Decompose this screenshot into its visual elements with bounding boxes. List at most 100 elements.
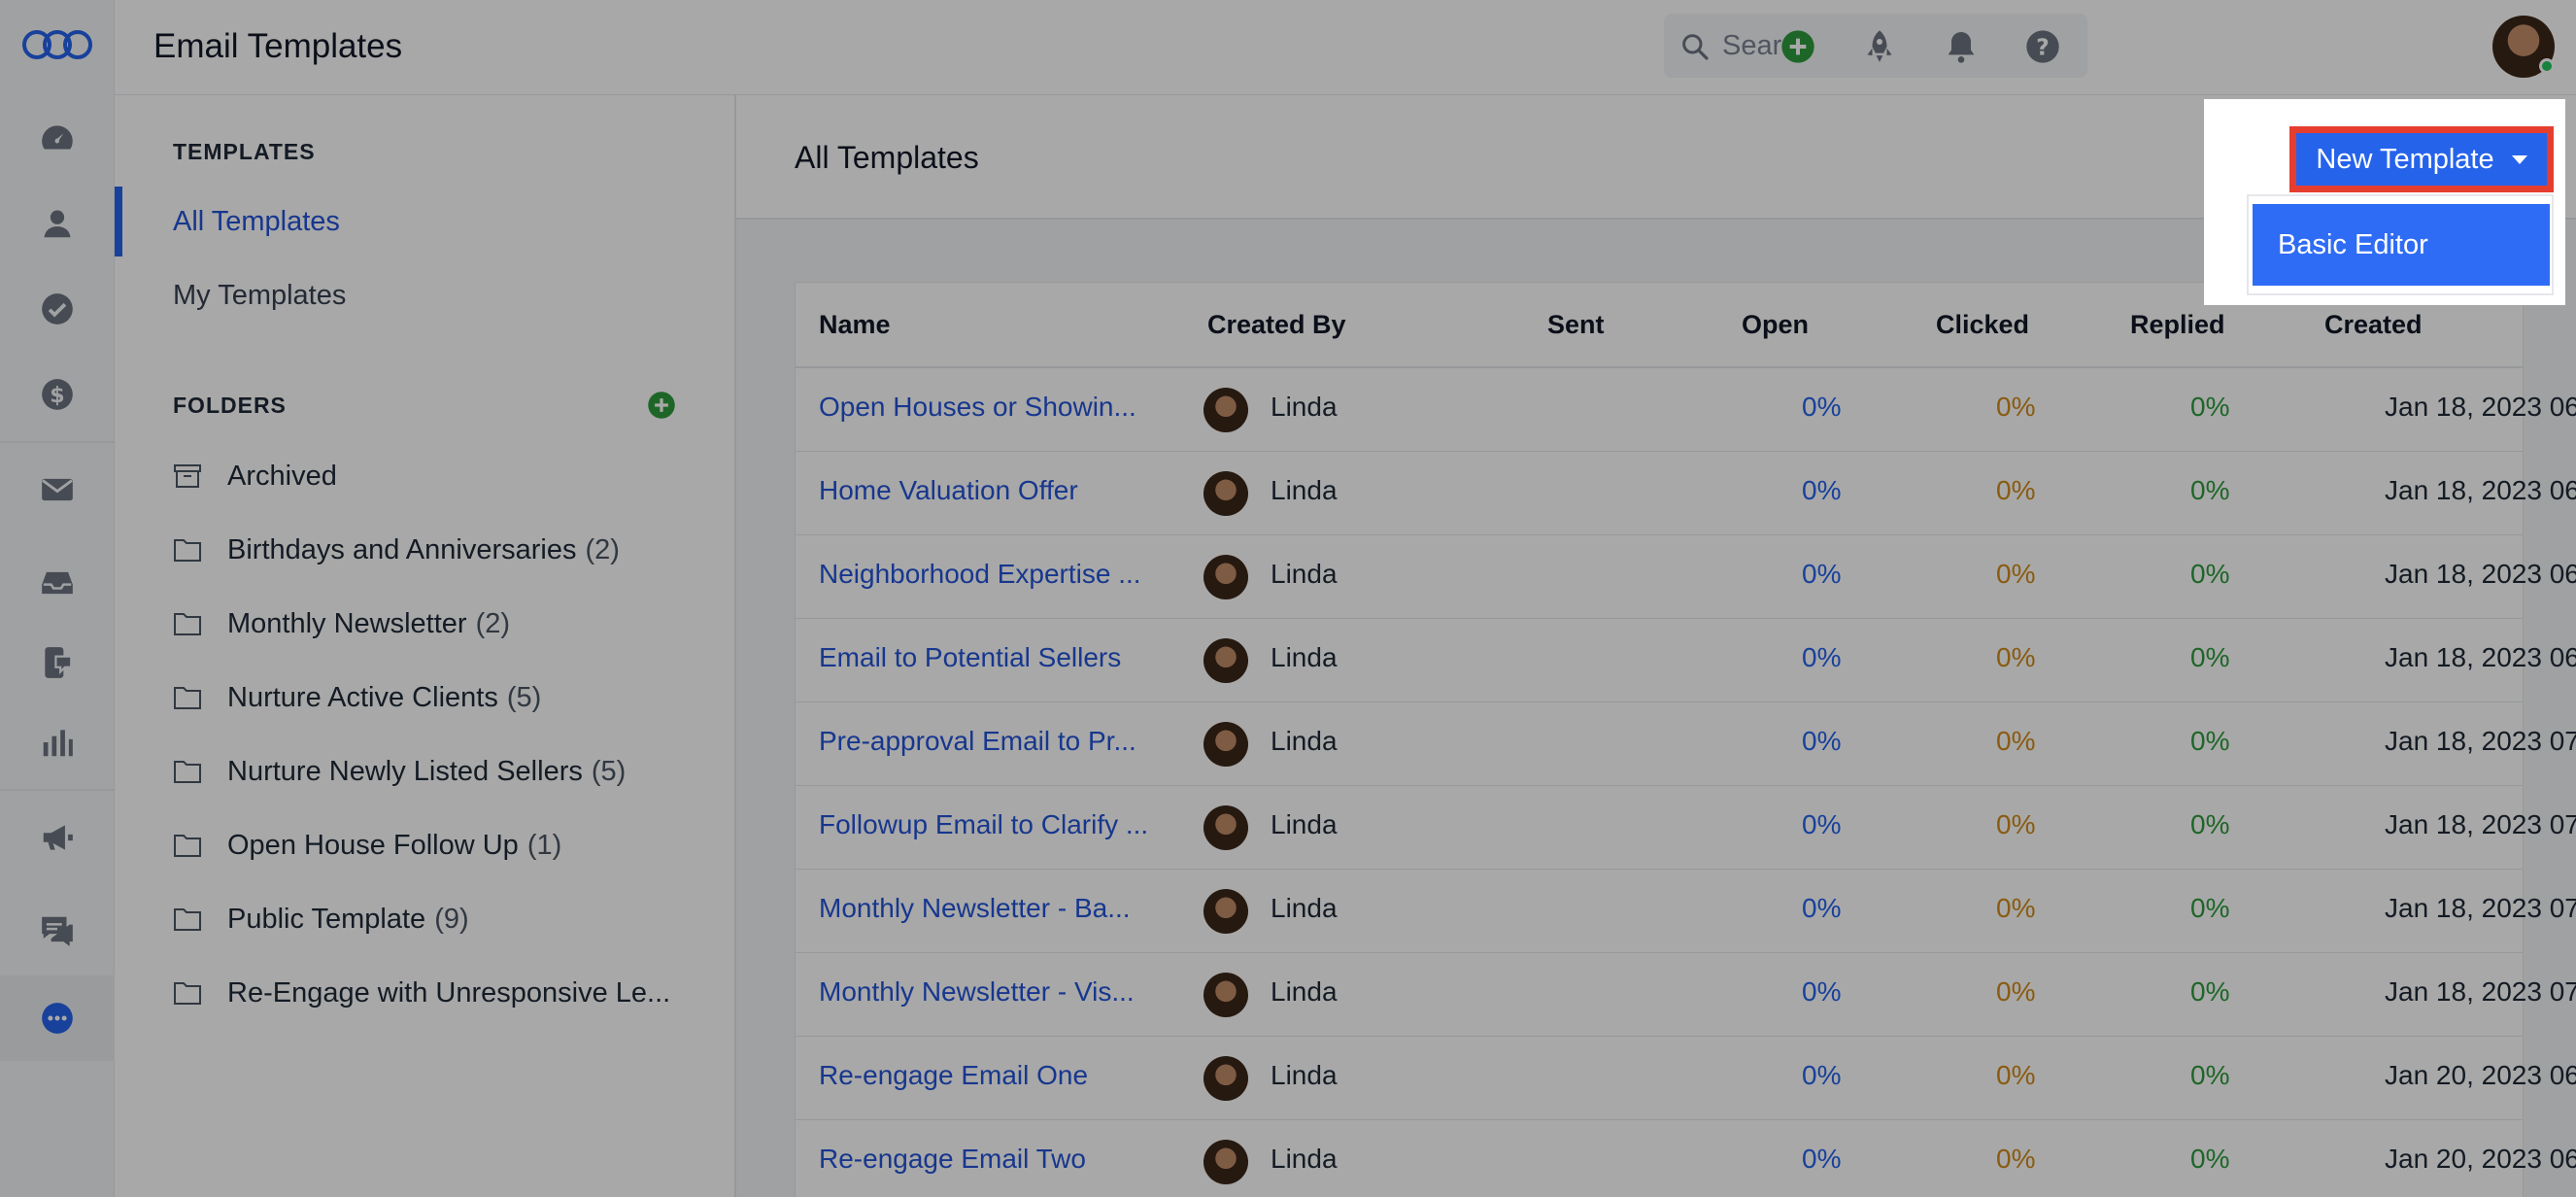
svg-text:$: $ — [50, 383, 64, 408]
folder-item[interactable]: Nurture Newly Listed Sellers (5) — [173, 752, 626, 791]
rail-contacts[interactable] — [0, 181, 115, 266]
template-name-link[interactable]: Email to Potential Sellers — [819, 642, 1122, 672]
created-by: Linda — [1271, 726, 1338, 756]
add-icon[interactable] — [1779, 27, 1817, 66]
folder-item[interactable]: Public Template (9) — [173, 900, 469, 939]
table-row[interactable]: Neighborhood Expertise ... Linda 0% 0% 0… — [796, 535, 2576, 619]
folder-icon — [174, 539, 201, 562]
nav-my-templates[interactable]: My Templates — [173, 280, 347, 311]
rail-more[interactable] — [0, 975, 115, 1061]
avatar — [1203, 555, 1248, 599]
folder-item[interactable]: Monthly Newsletter (2) — [173, 604, 510, 643]
phone-chat-icon — [45, 647, 73, 678]
rail-dashboard[interactable] — [0, 95, 115, 181]
templates-table: Name Created By Sent Open Clicked Replie… — [795, 282, 2576, 1197]
new-template-button[interactable]: New Template — [2289, 126, 2554, 192]
table-row[interactable]: Home Valuation Offer Linda 0% 0% 0% Jan … — [796, 452, 2576, 535]
template-name-link[interactable]: Monthly Newsletter - Vis... — [819, 976, 1135, 1007]
template-name-link[interactable]: Neighborhood Expertise ... — [819, 559, 1141, 589]
help-icon[interactable]: ? — [2023, 27, 2062, 66]
menu-item-basic-editor[interactable]: Basic Editor — [2253, 204, 2550, 286]
rocket-icon[interactable] — [1860, 27, 1899, 66]
table-row[interactable]: Email to Potential Sellers Linda 0% 0% 0… — [796, 619, 2576, 702]
open-rate: 0% — [1802, 559, 1842, 589]
templates-sidebar: TEMPLATES All Templates My Templates FOL… — [115, 95, 736, 1197]
clicked-rate: 0% — [1996, 559, 2036, 589]
clicked-rate: 0% — [1996, 809, 2036, 839]
active-indicator — [115, 187, 122, 256]
rail-tasks[interactable] — [0, 266, 115, 352]
folder-item[interactable]: Birthdays and Anniversaries (2) — [173, 530, 620, 569]
rail-email[interactable] — [0, 447, 115, 532]
bell-icon[interactable] — [1942, 27, 1981, 66]
column-header-replied[interactable]: Replied — [2130, 310, 2225, 339]
search-box[interactable] — [1664, 14, 2087, 78]
clicked-rate: 0% — [1996, 392, 2036, 422]
folder-item[interactable]: Nurture Active Clients (5) — [173, 678, 541, 717]
created-by: Linda — [1271, 976, 1338, 1007]
folder-icon — [174, 761, 201, 783]
table-row[interactable]: Re-engage Email One Linda 0% 0% 0% Jan 2… — [796, 1037, 2576, 1120]
replied-rate: 0% — [2190, 392, 2230, 422]
top-bar: Email Templates ? — [115, 0, 2576, 95]
table-row[interactable]: Re-engage Email Two Linda 0% 0% 0% Jan 2… — [796, 1120, 2576, 1197]
folder-name: Public Template — [227, 903, 426, 935]
folder-name: Nurture Newly Listed Sellers — [227, 755, 583, 787]
page-title: Email Templates — [153, 27, 403, 65]
column-header-sent[interactable]: Sent — [1547, 310, 1605, 339]
template-name-link[interactable]: Re-engage Email One — [819, 1060, 1089, 1090]
open-rate: 0% — [1802, 726, 1842, 756]
folder-name: Birthdays and Anniversaries — [227, 533, 577, 565]
column-header-clicked[interactable]: Clicked — [1936, 310, 2030, 339]
rail-marketing[interactable] — [0, 795, 115, 880]
logo-icon[interactable] — [21, 25, 93, 64]
template-name-link[interactable]: Pre-approval Email to Pr... — [819, 726, 1136, 756]
table-row[interactable]: Pre-approval Email to Pr... Linda 0% 0% … — [796, 702, 2576, 786]
replied-rate: 0% — [2190, 893, 2230, 923]
rail-deals[interactable]: $ — [0, 352, 115, 437]
new-template-label: New Template — [2316, 143, 2494, 175]
template-name-link[interactable]: Home Valuation Offer — [819, 475, 1078, 505]
column-header-created-by[interactable]: Created By — [1207, 310, 1346, 339]
folder-item[interactable]: Archived — [173, 457, 346, 496]
template-name-link[interactable]: Re-engage Email Two — [819, 1144, 1086, 1174]
dashboard-icon — [42, 125, 73, 150]
avatar — [1203, 471, 1248, 516]
open-rate: 0% — [1802, 809, 1842, 839]
template-name-link[interactable]: Open Houses or Showin... — [819, 392, 1136, 422]
search-input[interactable] — [1722, 23, 2072, 68]
created-date: Jan 18, 2023 07 — [2385, 976, 2576, 1007]
created-by: Linda — [1271, 642, 1338, 672]
folder-item[interactable]: Open House Follow Up (1) — [173, 826, 561, 865]
folder-item[interactable]: Re-Engage with Unresponsive Le... — [173, 974, 679, 1012]
new-template-menu: Basic Editor — [2247, 194, 2554, 295]
table-row[interactable]: Monthly Newsletter - Ba... Linda 0% 0% 0… — [796, 870, 2576, 953]
table-row[interactable]: Open Houses or Showin... Linda 0% 0% 0% … — [796, 368, 2576, 452]
created-date: Jan 18, 2023 06 — [2385, 475, 2576, 505]
replied-rate: 0% — [2190, 809, 2230, 839]
table-row[interactable]: Monthly Newsletter - Vis... Linda 0% 0% … — [796, 953, 2576, 1037]
rail-reports[interactable] — [0, 700, 115, 785]
folder-count: (1) — [526, 829, 562, 861]
column-header-open[interactable]: Open — [1742, 310, 1810, 339]
online-status-dot — [2539, 58, 2555, 74]
template-name-link[interactable]: Monthly Newsletter - Ba... — [819, 893, 1131, 923]
template-name-link[interactable]: Followup Email to Clarify ... — [819, 809, 1149, 839]
open-rate: 0% — [1802, 1144, 1842, 1174]
created-by: Linda — [1271, 1144, 1338, 1174]
table-row[interactable]: Followup Email to Clarify ... Linda 0% 0… — [796, 786, 2576, 870]
open-rate: 0% — [1802, 475, 1842, 505]
column-header-created[interactable]: Created — [2324, 310, 2423, 339]
column-header-name[interactable]: Name — [819, 310, 891, 339]
rail-calls[interactable] — [0, 620, 115, 705]
rail-messages[interactable] — [0, 888, 115, 974]
folder-name: Re-Engage with Unresponsive Le... — [227, 976, 671, 1009]
replied-rate: 0% — [2190, 475, 2230, 505]
nav-all-templates[interactable]: All Templates — [173, 206, 340, 237]
created-date: Jan 20, 2023 06 — [2385, 1144, 2576, 1174]
created-by: Linda — [1271, 809, 1338, 839]
rail-inbox[interactable] — [0, 540, 115, 626]
add-folder-icon[interactable] — [647, 391, 676, 420]
avatar — [1203, 638, 1248, 683]
